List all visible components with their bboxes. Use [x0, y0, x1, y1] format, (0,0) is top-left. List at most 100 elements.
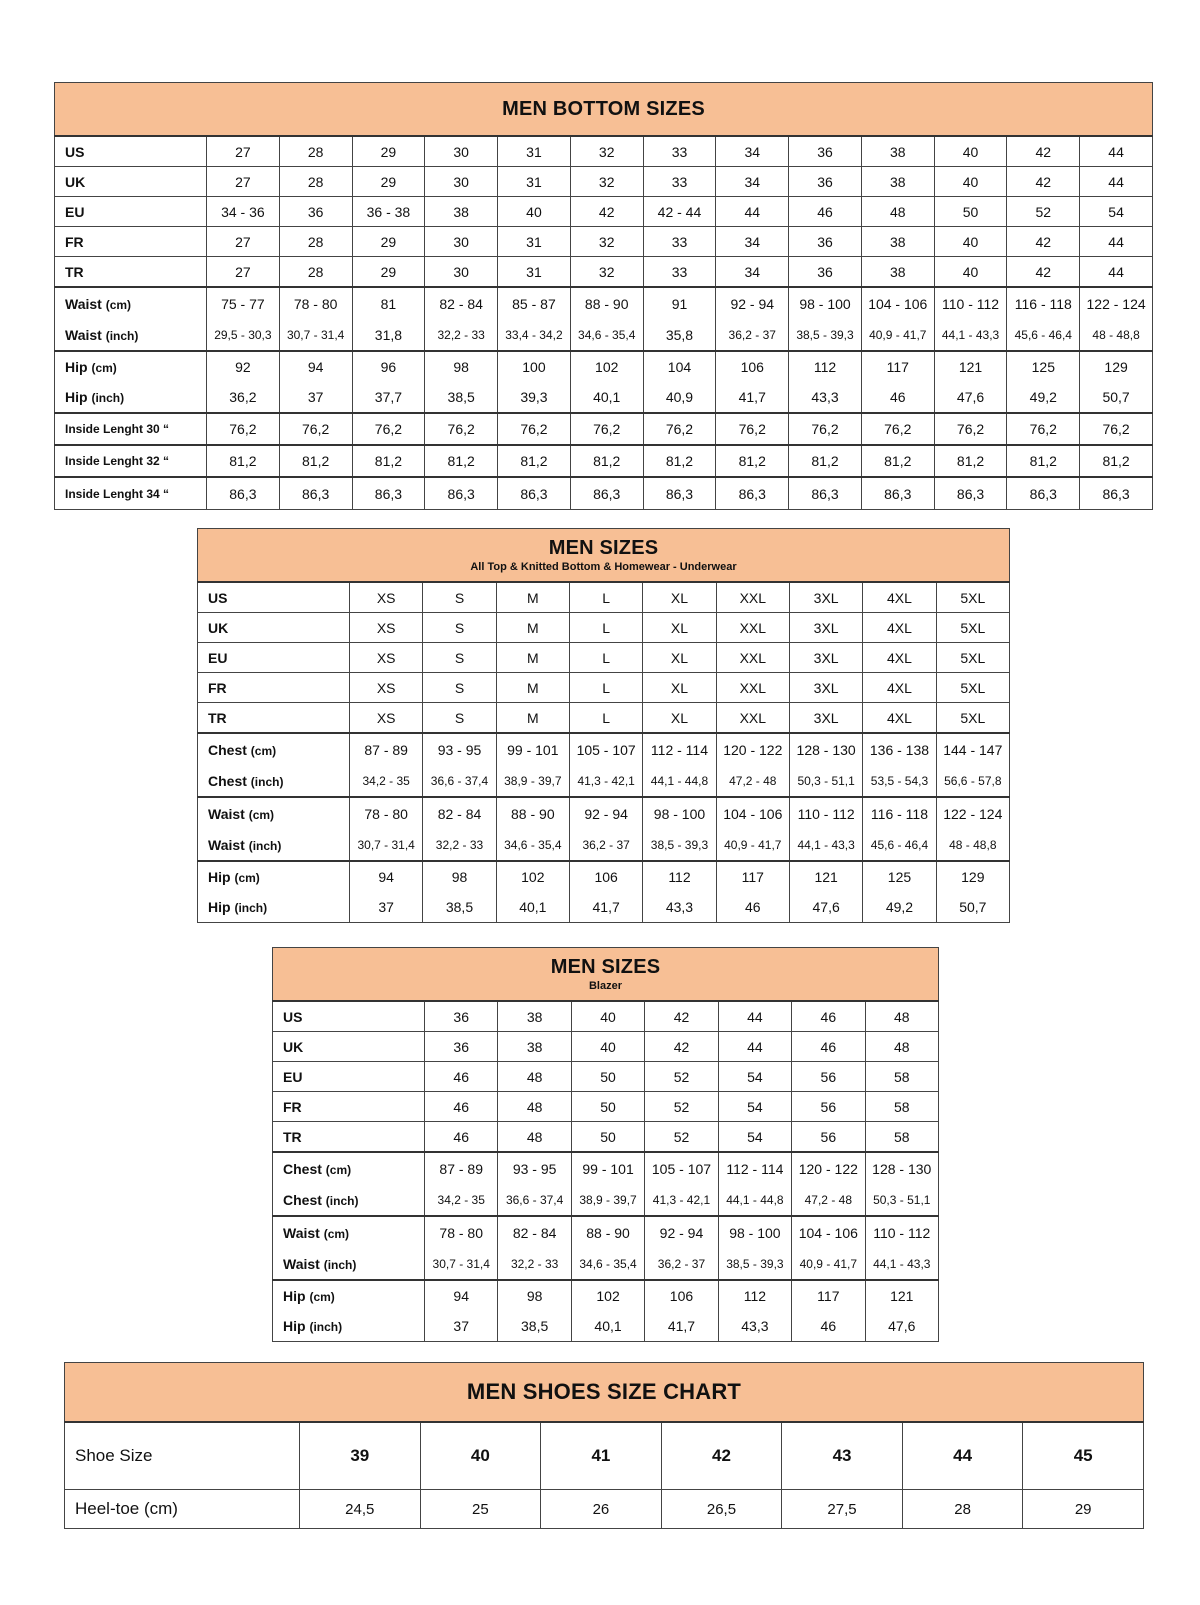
value-cell: 30,7 - 31,4: [278, 319, 353, 352]
value-cell: 5XL: [935, 581, 1011, 613]
value-cell: 38,5: [422, 892, 497, 923]
value-cell: 128 - 130: [864, 1151, 940, 1184]
table-row: Inside Lenght 34 “86,3 86,3 86,3 86,3 86,3 86…: [54, 476, 1153, 510]
value-cell: 93 - 95: [497, 1151, 572, 1184]
value-cell: 47,6: [864, 1311, 940, 1342]
value-cell: 30: [424, 256, 499, 288]
value-cell: 112: [788, 350, 862, 382]
value-cell: 25: [419, 1489, 542, 1529]
value-cell: 32,2 - 33: [497, 1248, 572, 1281]
value-cell: 32: [569, 135, 644, 167]
value-cell: 121: [933, 350, 1008, 382]
value-cell: 3XL: [788, 672, 864, 703]
value-cell: L: [568, 612, 644, 643]
value-cell: 33: [642, 135, 717, 167]
value-cell: 49,2: [1006, 382, 1081, 414]
value-cell: 48: [497, 1061, 572, 1092]
row-unit: (inch): [105, 328, 139, 343]
value-cell: 98 - 100: [717, 1215, 793, 1248]
value-cell: 42: [660, 1421, 783, 1490]
value-cell: 29,5 - 30,3: [206, 319, 280, 352]
value-cell: 38: [860, 166, 935, 197]
value-cell: 44: [715, 196, 790, 227]
value-cell: XS: [348, 612, 424, 643]
value-cell: 104 - 106: [860, 286, 935, 319]
value-cell: 38: [860, 256, 935, 288]
value-cell: 40: [497, 196, 571, 227]
row-label: US: [272, 1000, 425, 1032]
value-cell: 46: [423, 1061, 499, 1092]
row-label: UK: [54, 166, 207, 197]
table-row: Hip (cm) 94 98 102 106 112 117 121: [272, 1279, 940, 1311]
value-cell: 54: [1079, 196, 1153, 227]
table-row: Shoe Size 39 40 41 42 43 44 45: [64, 1421, 1144, 1490]
value-cell: 36: [278, 196, 353, 227]
value-cell: 3XL: [788, 581, 864, 613]
value-cell: 26: [540, 1489, 662, 1529]
row-label: Waist (cm): [272, 1215, 425, 1248]
value-cell: 76,2: [1006, 412, 1081, 446]
table-row: Inside Lenght 30 “76,2 76,2 76,2 76,2 76,2 76…: [54, 412, 1153, 446]
value-cell: 34,2 - 35: [423, 1184, 499, 1217]
value-cell: 27: [206, 256, 280, 288]
value-cell: XL: [642, 581, 717, 613]
value-cell: 54: [717, 1091, 793, 1122]
row-label: Inside Lenght 30 “: [54, 412, 207, 446]
value-cell: 28: [278, 226, 353, 257]
value-cell: 56: [791, 1091, 866, 1122]
men-sizes-blazer-table: MEN SIZES Blazer US 36 38 40 42 44 46 48 UK 36 38 40 4…: [272, 947, 940, 1342]
row-label-text: UK: [65, 173, 86, 190]
value-cell: 49,2: [862, 892, 937, 923]
row-label: Waist (cm): [54, 286, 207, 319]
value-cell: 47,6: [933, 382, 1008, 414]
value-cell: 38,9 - 39,7: [495, 765, 570, 798]
row-label: Hip (cm): [272, 1279, 425, 1311]
value-cell: 39: [299, 1421, 421, 1490]
value-cell: 3XL: [788, 702, 864, 734]
value-cell: 76,2: [715, 412, 790, 446]
value-cell: 30: [424, 166, 499, 197]
value-cell: 40,9 - 41,7: [791, 1248, 866, 1281]
table-row: UK 27 28 29 30 31 32 33 34 36 38 40 42 44: [54, 166, 1153, 197]
table-row: Chest (cm) 87 - 89 93 - 95 99 - 101 105 - 10…: [197, 732, 1011, 765]
table-row: Waist (inch) 30,7 - 31,4 32,2 - 33 34,6 - 3…: [197, 829, 1011, 862]
value-cell: 36,2 - 37: [644, 1248, 719, 1281]
value-cell: 121: [864, 1279, 940, 1311]
table-row: US 36 38 40 42 44 46 48: [272, 1000, 940, 1032]
table-header: MEN SIZES Blazer: [272, 947, 939, 1002]
value-cell: XL: [642, 612, 717, 643]
value-cell: XL: [642, 642, 717, 673]
value-cell: 94: [423, 1279, 499, 1311]
value-cell: 125: [862, 860, 937, 892]
row-label: Waist (cm): [197, 796, 350, 829]
value-cell: 52: [1006, 196, 1081, 227]
value-cell: 46: [791, 1031, 866, 1062]
value-cell: 75 - 77: [206, 286, 280, 319]
value-cell: 41,3 - 42,1: [568, 765, 644, 798]
value-cell: 3XL: [788, 612, 864, 643]
value-cell: 52: [644, 1091, 719, 1122]
value-cell: 46: [788, 196, 862, 227]
row-label: Hip (cm): [197, 860, 350, 892]
row-label: FR: [272, 1091, 425, 1122]
value-cell: 34,6 - 35,4: [495, 829, 570, 862]
row-label: EU: [197, 642, 350, 673]
row-label: Hip (inch): [54, 382, 207, 414]
value-cell: 44,1 - 44,8: [717, 1184, 793, 1217]
value-cell: 32: [569, 226, 644, 257]
row-label-text: EU: [65, 203, 85, 220]
value-cell: 91: [642, 286, 717, 319]
row-label: Hip (cm): [54, 350, 207, 382]
table-row: TR 46 48 50 52 54 56 58: [272, 1121, 940, 1153]
value-cell: 36,2: [206, 382, 280, 414]
value-cell: 32: [569, 166, 644, 197]
value-cell: 26,5: [660, 1489, 783, 1529]
value-cell: 100: [497, 350, 571, 382]
row-label: TR: [197, 702, 350, 734]
row-label-text: Hip: [208, 899, 231, 915]
value-cell: 76,2: [860, 412, 935, 446]
value-cell: S: [422, 672, 497, 703]
value-cell: 98: [422, 860, 497, 892]
row-unit: (inch): [325, 1193, 359, 1208]
value-cell: 43,3: [642, 892, 717, 923]
